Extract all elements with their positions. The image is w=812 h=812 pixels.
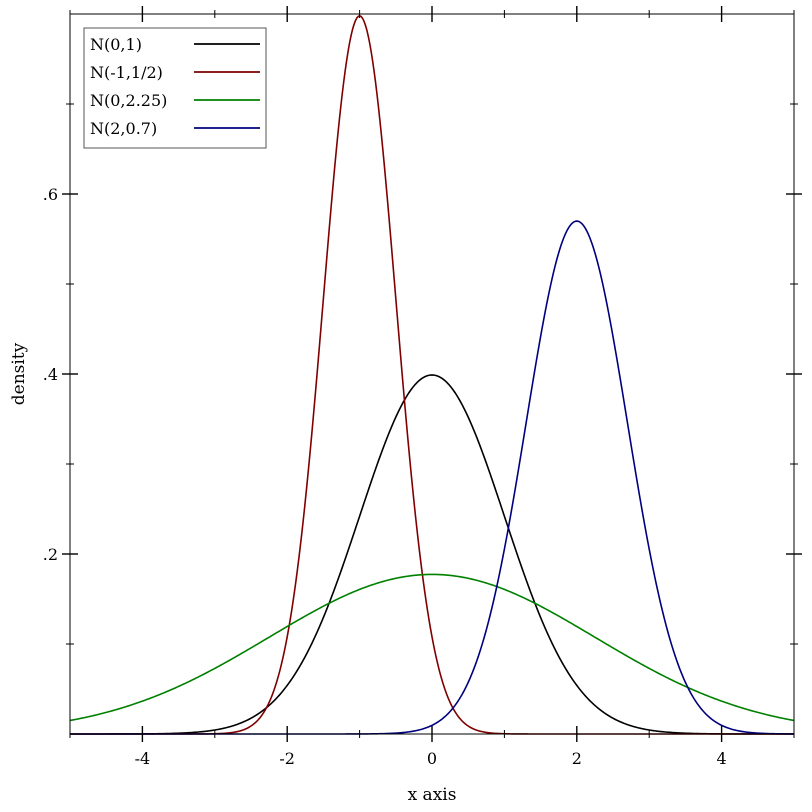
legend-label: N(0,2.25) [90,91,167,110]
x-tick-label: -4 [135,749,151,768]
legend-label: N(0,1) [90,35,142,54]
legend: N(0,1) N(-1,1/2) N(0,2.25) N(2,0.7) [83,27,267,149]
series-line-3 [69,573,795,722]
x-tick-label: 2 [572,749,582,768]
ticks-layer: -4 -2 0 2 4 .2 .4 .6 [43,6,802,768]
x-axis-label: x axis [408,785,457,805]
y-axis-label: density [9,342,29,405]
y-tick-label: .2 [43,545,58,564]
legend-label: N(2,0.7) [90,119,157,138]
x-tick-label: 0 [427,749,437,768]
y-tick-label: .4 [43,365,58,384]
x-tick-label: -2 [279,749,295,768]
legend-label: N(-1,1/2) [90,63,163,82]
series-line-4 [70,220,795,735]
x-tick-label: 4 [717,749,727,768]
series-line-1 [70,374,794,735]
y-tick-label: .6 [43,185,58,204]
